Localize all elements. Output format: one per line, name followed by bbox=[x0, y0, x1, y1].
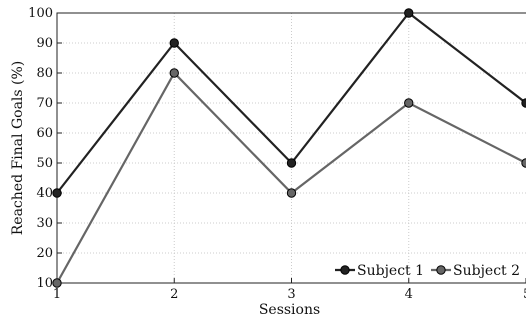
data-point bbox=[286, 188, 297, 198]
data-point bbox=[521, 98, 526, 108]
legend-item: Subject 1 bbox=[335, 263, 424, 279]
y-axis-ticks: 10 20 30 40 50 60 70 80 90 100 bbox=[28, 6, 62, 291]
legend-label: Subject 2 bbox=[453, 263, 520, 279]
series-1 bbox=[52, 8, 526, 198]
legend: Subject 1 Subject 2 bbox=[335, 263, 520, 279]
grid-lines bbox=[57, 13, 526, 283]
y-tick-label: 80 bbox=[36, 66, 53, 81]
x-tick-label: 2 bbox=[170, 287, 178, 302]
y-tick-label: 40 bbox=[36, 186, 53, 201]
y-tick-label: 20 bbox=[36, 246, 53, 261]
x-axis-label: Sessions bbox=[259, 302, 320, 318]
x-tick-label: 4 bbox=[405, 287, 413, 302]
legend-item: Subject 2 bbox=[431, 263, 520, 279]
x-tick-label: 1 bbox=[53, 287, 61, 302]
data-point bbox=[169, 38, 179, 48]
data-point bbox=[52, 278, 62, 288]
data-point bbox=[404, 8, 414, 18]
series-group bbox=[52, 8, 526, 288]
series-2 bbox=[52, 68, 526, 288]
y-tick-label: 50 bbox=[36, 156, 53, 171]
data-point bbox=[521, 158, 526, 168]
y-tick-label: 100 bbox=[28, 6, 53, 21]
y-tick-label: 70 bbox=[36, 96, 53, 111]
x-tick-label: 3 bbox=[287, 287, 295, 302]
plot-area-frame bbox=[56, 12, 526, 284]
y-tick-label: 10 bbox=[36, 276, 53, 291]
legend-marker bbox=[340, 265, 350, 275]
data-point bbox=[169, 68, 179, 78]
data-point bbox=[404, 98, 414, 108]
legend-label: Subject 1 bbox=[357, 263, 424, 279]
y-tick-label: 60 bbox=[36, 126, 53, 141]
y-tick-label: 90 bbox=[36, 36, 53, 51]
x-tick-label: 5 bbox=[523, 287, 526, 302]
legend-marker bbox=[436, 265, 446, 275]
data-point bbox=[52, 188, 62, 198]
y-tick-label: 30 bbox=[36, 216, 53, 231]
x-axis-ticks: 1 2 3 4 5 bbox=[53, 278, 526, 302]
y-axis-label: Reached Final Goals (%) bbox=[10, 61, 26, 236]
data-point bbox=[286, 158, 297, 168]
